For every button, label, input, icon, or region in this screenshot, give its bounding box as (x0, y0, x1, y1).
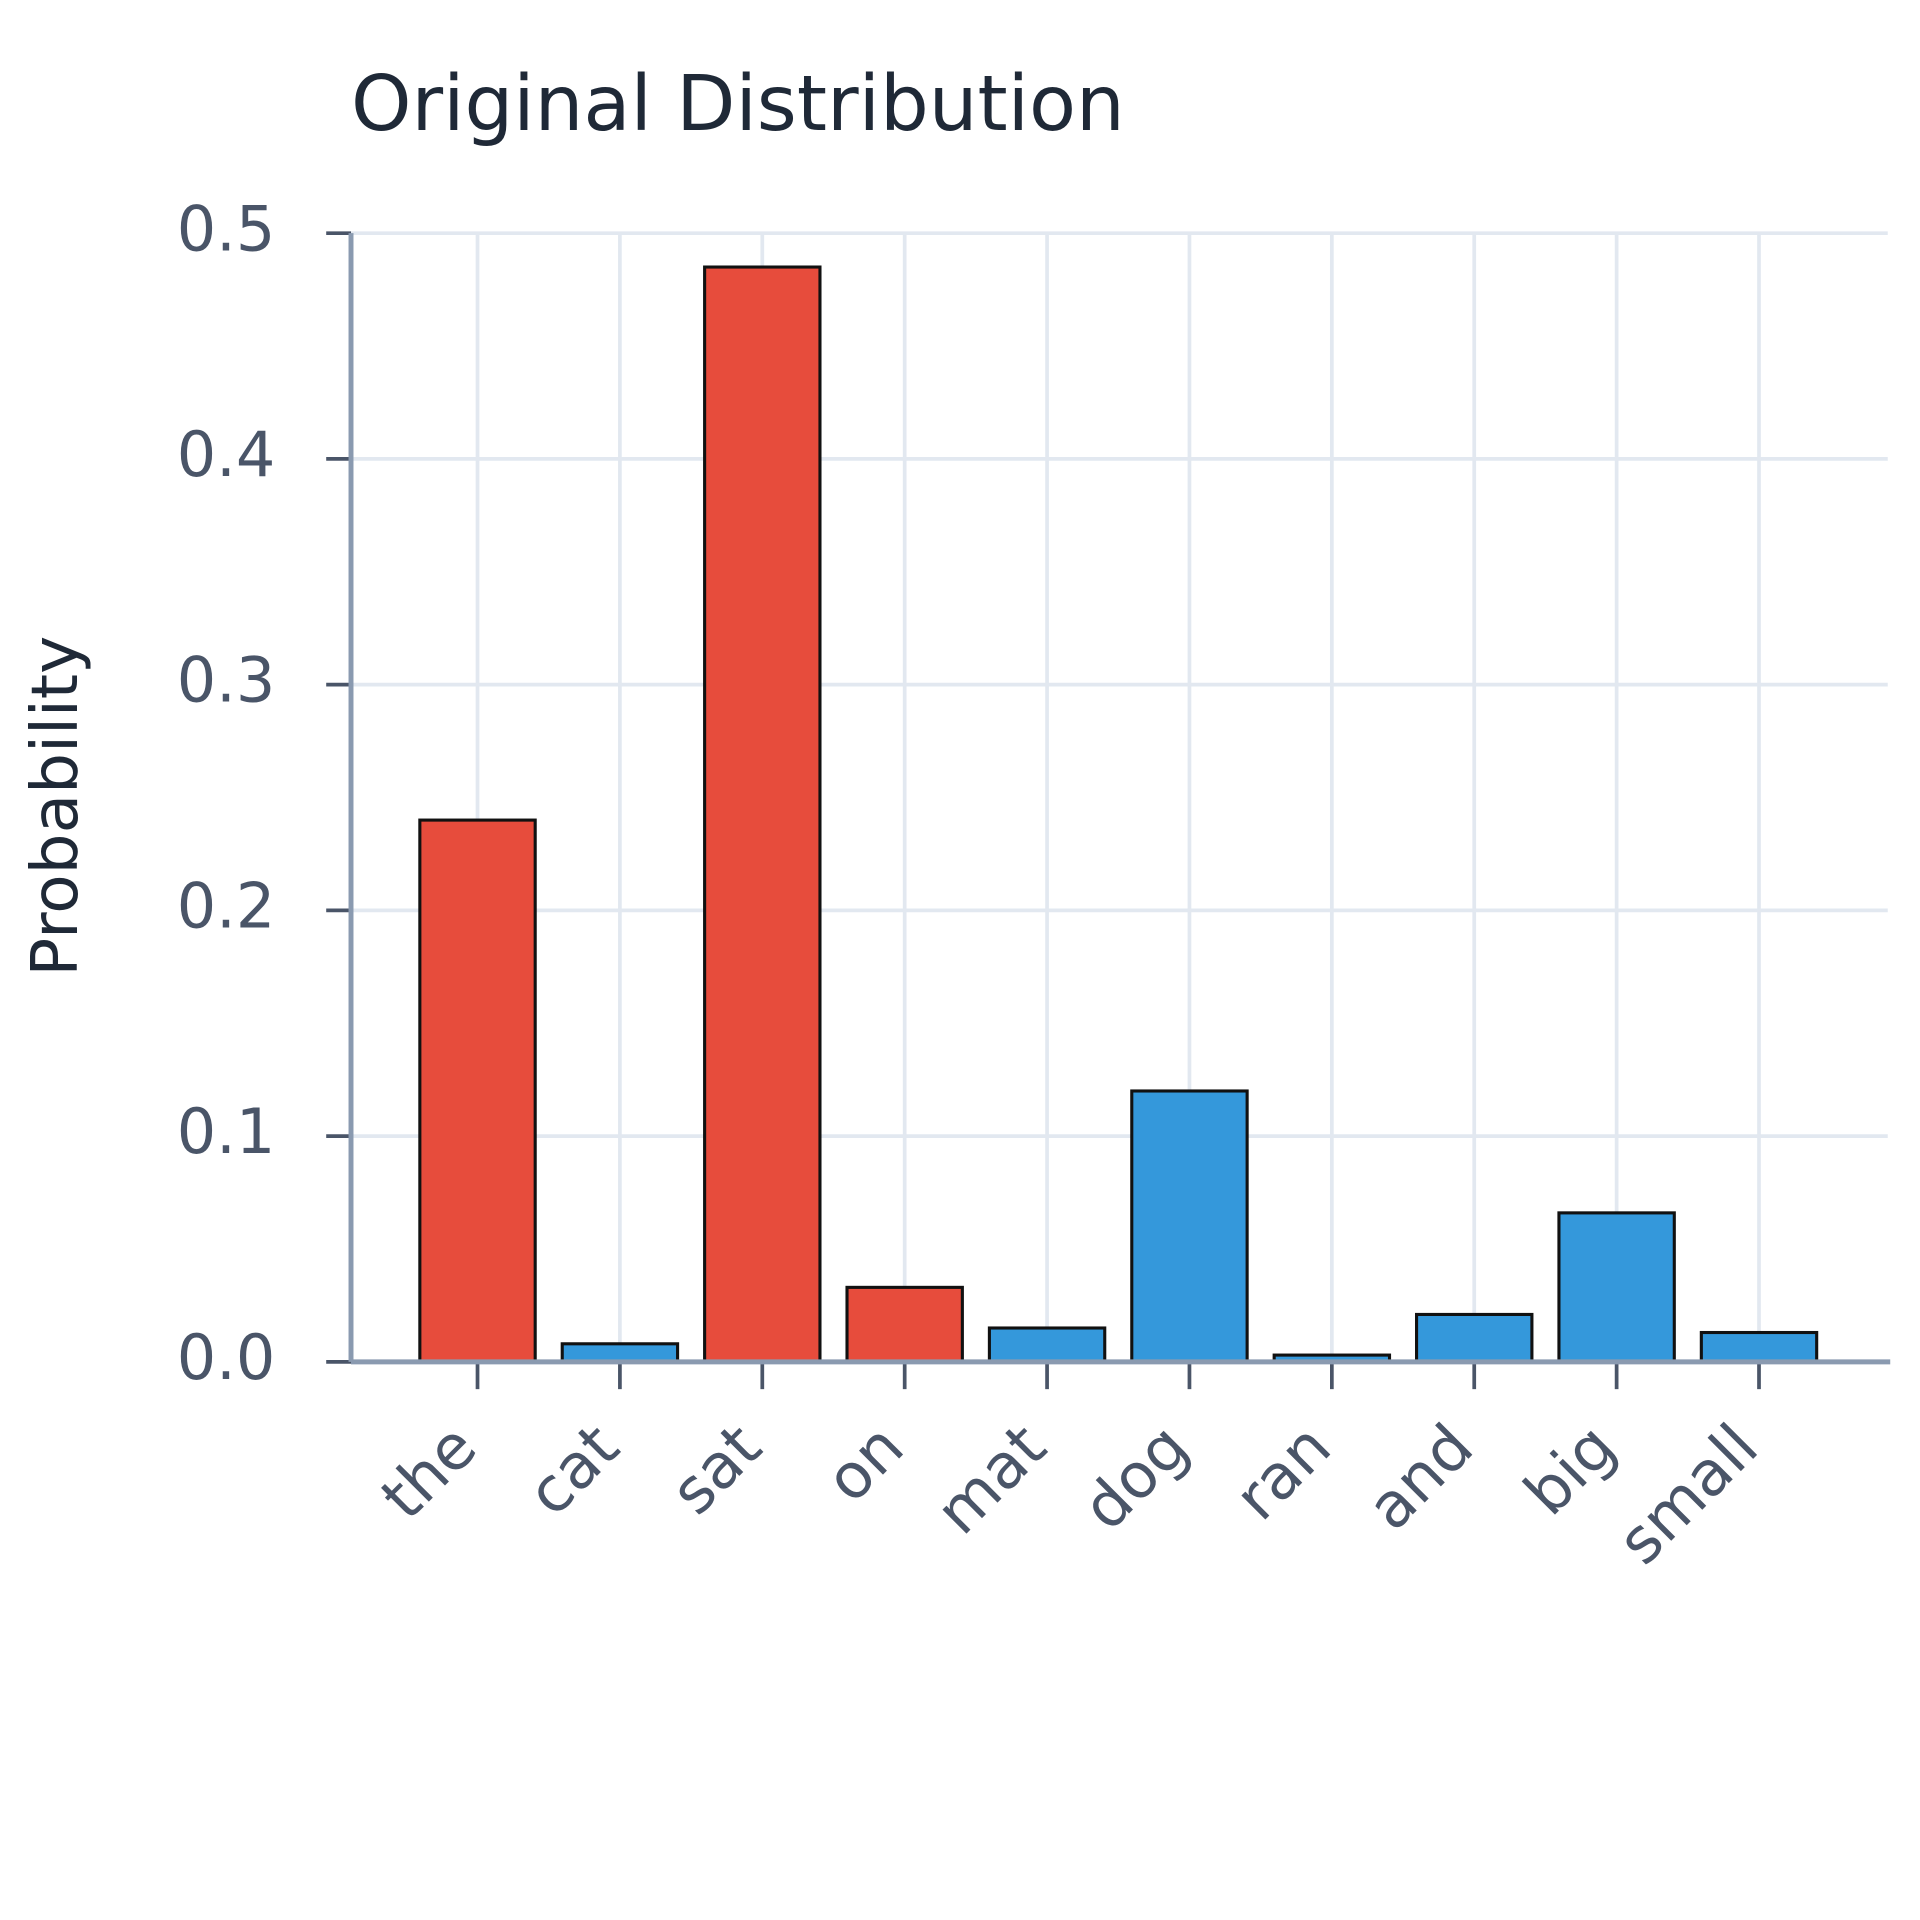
y-tick-label: 0.4 (177, 418, 276, 491)
bar (560, 1342, 680, 1364)
y-tick-label: 0.2 (177, 869, 276, 942)
y-axis-label: Probability (18, 636, 93, 977)
y-tick-label: 0.1 (177, 1095, 276, 1168)
x-tick-label: the (367, 1410, 491, 1534)
bar (845, 1285, 964, 1364)
bar (418, 818, 537, 1364)
x-tick-label: sat (657, 1410, 776, 1529)
y-tick-label: 0.0 (177, 1321, 276, 1394)
x-tick-label: mat (921, 1410, 1059, 1548)
bar (1130, 1089, 1249, 1364)
chart-title: Original Distribution (351, 60, 1125, 149)
x-tick-label: small (1603, 1410, 1771, 1578)
bar (1415, 1312, 1534, 1364)
y-tick-label: 0.3 (177, 644, 276, 717)
bar (987, 1326, 1107, 1364)
x-tick-label: ran (1220, 1410, 1344, 1534)
x-tick-label: cat (513, 1410, 633, 1530)
bar (703, 265, 822, 1364)
y-tick-label: 0.5 (177, 192, 276, 265)
x-tick-label: dog (1068, 1410, 1202, 1544)
x-tick-label: on (811, 1410, 917, 1516)
bar (1699, 1330, 1819, 1364)
x-tick-label: and (1353, 1410, 1487, 1544)
x-tick-label: big (1510, 1410, 1629, 1529)
bar (1557, 1211, 1676, 1364)
